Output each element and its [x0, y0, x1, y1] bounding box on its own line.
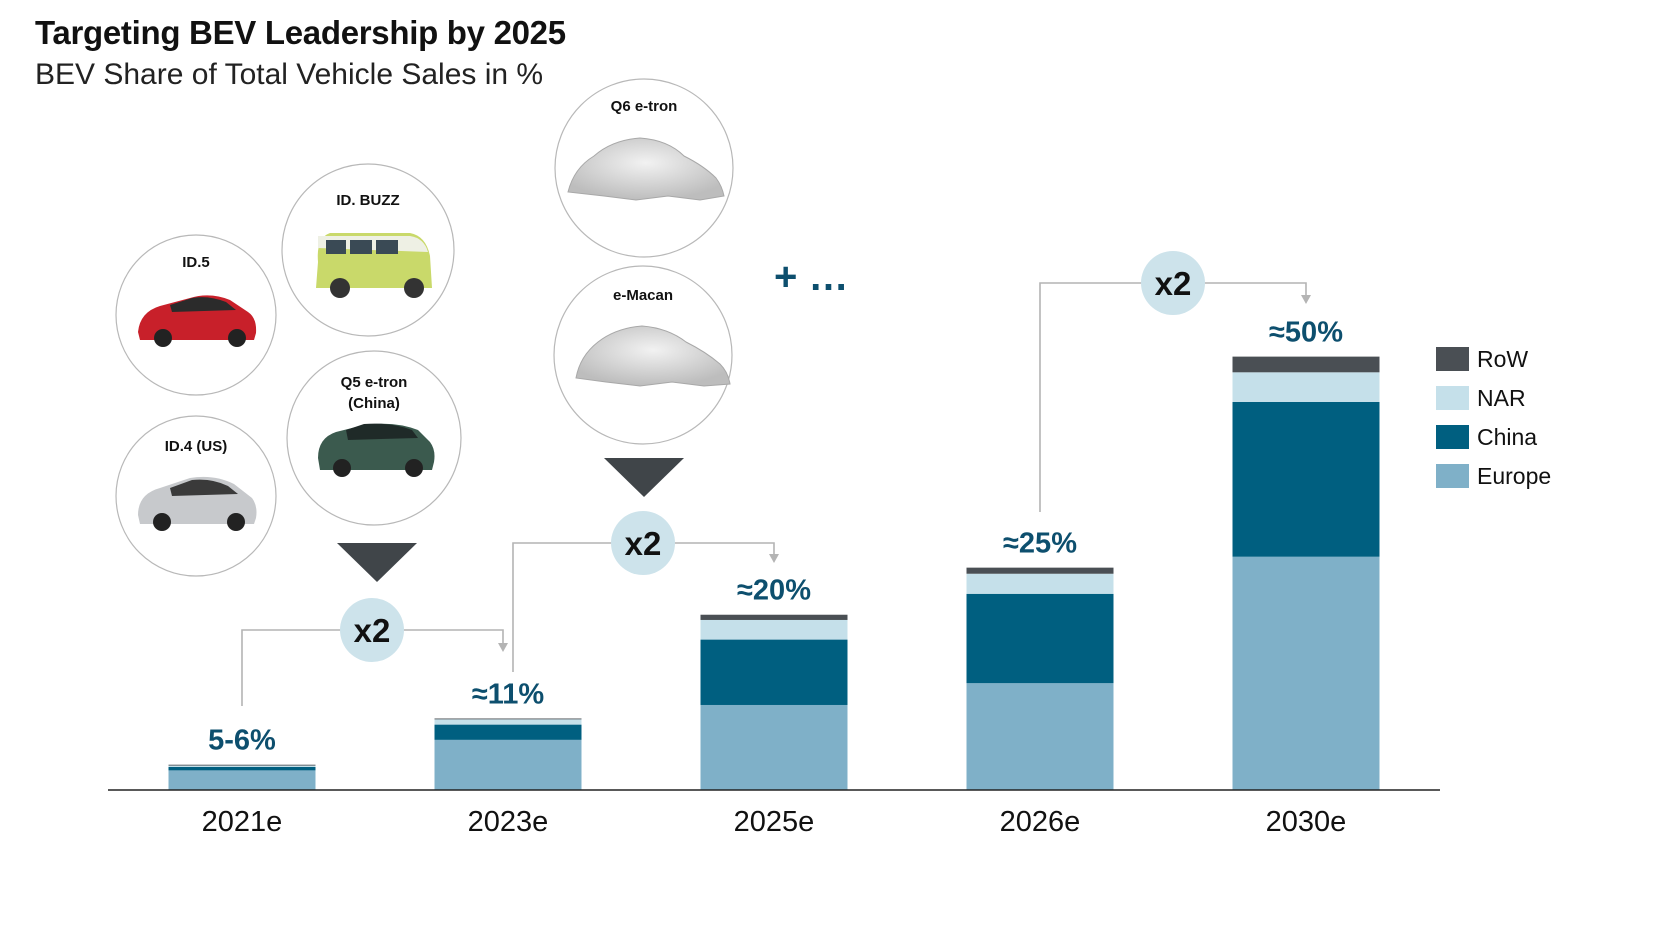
multiplier-badge: x2	[340, 598, 404, 662]
bar-segment-row-2023e	[434, 718, 582, 720]
chart-title: Targeting BEV Leadership by 2025	[35, 14, 566, 51]
bar-segment-europe-2030e	[1232, 556, 1380, 790]
model-id4-label: ID.4 (US)	[165, 438, 228, 455]
x-tick-label: 2025e	[734, 806, 815, 838]
legend-label-europe: Europe	[1477, 463, 1551, 489]
covered-car-icon	[567, 137, 725, 201]
bar-segment-row-2026e	[966, 567, 1114, 574]
model-id5: ID.5	[115, 234, 277, 396]
legend: RoW NAR China Europe	[1436, 346, 1551, 489]
covered-car-icon	[575, 325, 731, 387]
q5etron-car-icon	[318, 423, 435, 477]
id5-car-icon	[138, 295, 257, 347]
bar-segment-china-2026e	[966, 593, 1114, 684]
bar-segment-china-2025e	[700, 639, 848, 705]
bar-segment-nar-2026e	[966, 573, 1114, 594]
idbuzz-van-icon	[316, 233, 432, 298]
multiplier-label: x2	[625, 525, 662, 562]
bar-segment-europe-2021e	[168, 770, 316, 790]
model-q6etron: Q6 e-tron	[554, 78, 734, 258]
model-emacan: e-Macan	[553, 265, 733, 445]
legend-label-china: China	[1477, 424, 1537, 450]
model-id4: ID.4 (US)	[115, 415, 277, 577]
legend-swatch-nar	[1436, 386, 1469, 410]
x-tick-label: 2021e	[202, 806, 283, 838]
bar-segment-nar-2025e	[700, 619, 848, 640]
model-q6etron-label: Q6 e-tron	[611, 98, 678, 115]
bar-segment-china-2021e	[168, 766, 316, 771]
multiplier-badge: x2	[611, 511, 675, 575]
legend-swatch-china	[1436, 425, 1469, 449]
legend-label-nar: NAR	[1477, 385, 1526, 411]
chart-subtitle: BEV Share of Total Vehicle Sales in %	[35, 58, 544, 91]
x-tick-label: 2026e	[1000, 806, 1081, 838]
more-models-indicator: + …	[774, 255, 848, 299]
bar-segment-nar-2023e	[434, 719, 582, 725]
multiplier-label: x2	[1155, 265, 1192, 302]
model-q5etron-label-2: (China)	[348, 395, 400, 412]
down-arrow-icon	[337, 543, 417, 582]
bar-segment-europe-2023e	[434, 739, 582, 790]
model-id5-label: ID.5	[182, 254, 210, 271]
total-share-label: ≈11%	[472, 678, 545, 710]
model-idbuzz-label: ID. BUZZ	[336, 192, 399, 209]
multiplier-badge: x2	[1141, 251, 1205, 315]
legend-label-row: RoW	[1477, 346, 1528, 372]
total-share-label: ≈50%	[1269, 317, 1343, 349]
legend-swatch-row	[1436, 347, 1469, 371]
model-idbuzz: ID. BUZZ	[281, 163, 455, 337]
bar-segment-nar-2030e	[1232, 372, 1380, 402]
bar-segment-row-2030e	[1232, 356, 1380, 373]
bar-segment-row-2025e	[700, 614, 848, 620]
bar-segment-row-2021e	[168, 764, 316, 766]
connector-arrowheads	[498, 295, 1311, 652]
x-tick-label: 2030e	[1266, 806, 1347, 838]
legend-swatch-europe	[1436, 464, 1469, 488]
multiplier-label: x2	[354, 612, 391, 649]
model-q5etron-label: Q5 e-tron	[341, 374, 408, 391]
bar-groups: 5-6% 2021e ≈11% 2023e ≈20% 2025e ≈25% 2026e ≈50%…	[168, 317, 1380, 838]
down-arrow-icon	[604, 458, 684, 497]
total-share-label: 5-6%	[208, 725, 276, 757]
total-share-label: ≈20%	[737, 575, 811, 607]
model-q5etron: Q5 e-tron (China)	[286, 350, 462, 526]
bar-segment-china-2023e	[434, 724, 582, 740]
model-emacan-label: e-Macan	[613, 287, 673, 304]
total-share-label: ≈25%	[1003, 528, 1077, 560]
bar-segment-china-2030e	[1232, 401, 1380, 557]
x-tick-label: 2023e	[468, 806, 549, 838]
id4-car-icon	[138, 476, 257, 531]
bar-segment-nar-2021e	[168, 765, 316, 767]
bar-segment-europe-2025e	[700, 704, 848, 790]
bar-segment-europe-2026e	[966, 683, 1114, 790]
